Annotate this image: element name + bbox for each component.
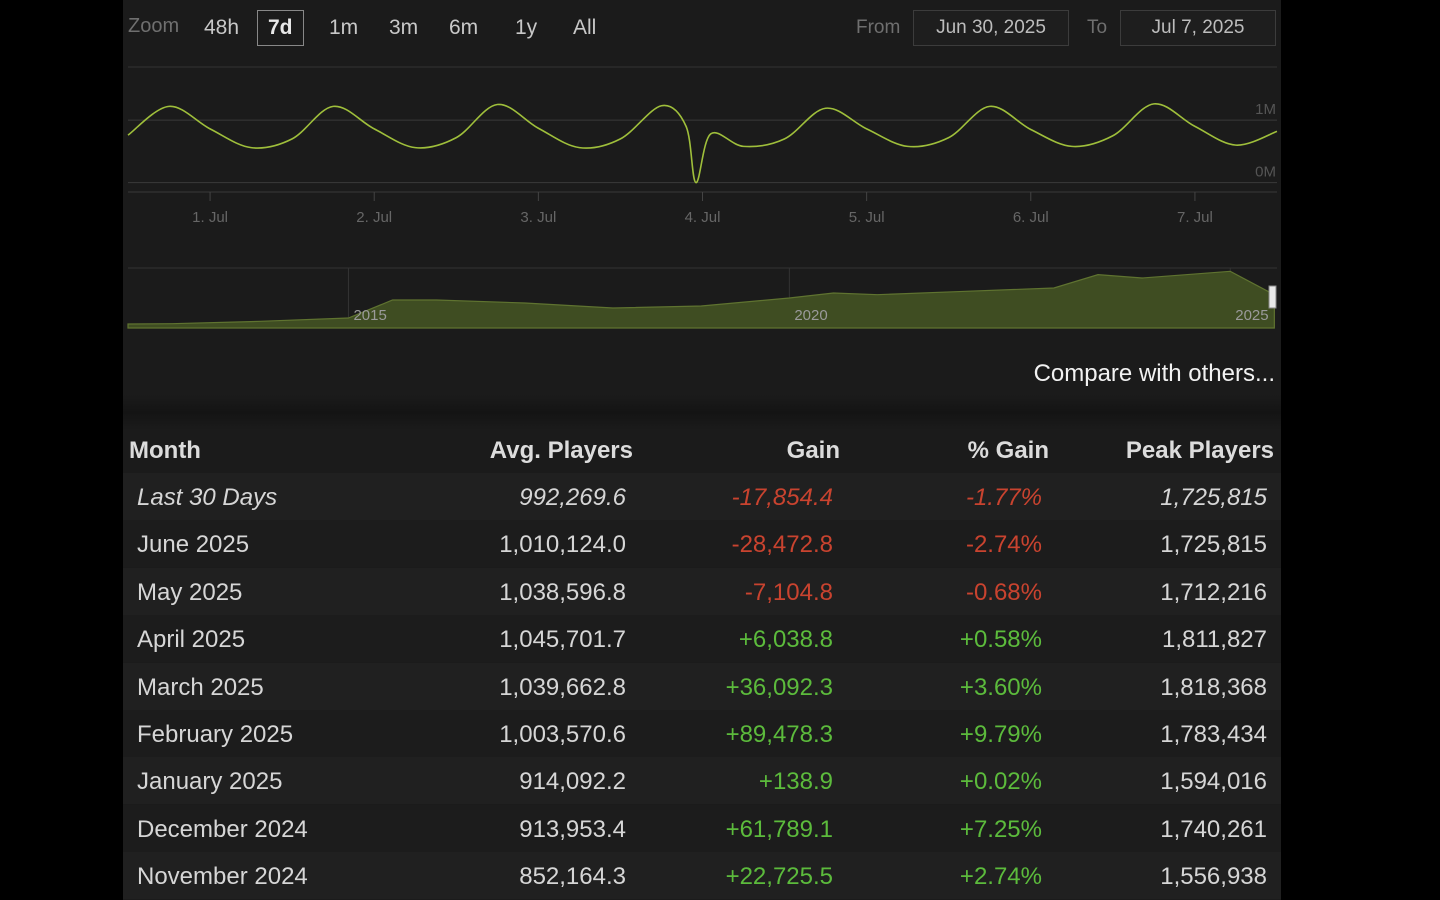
line-series [127,103,1278,184]
value-cell: 1,556,938 [1160,863,1267,891]
x-tick-label: 3. Jul [520,209,556,226]
charts: 0M 1M 1. Jul 2. Jul 3. Jul 4. Jul 5. Jul 6. Jul… [127,66,1278,329]
table-row [123,662,1281,710]
panel: 0M 1M 1. Jul 2. Jul 3. Jul 4. Jul 5. Jul 6. Jul… [123,0,1281,900]
divider [123,395,1281,430]
table-row [123,757,1281,805]
value-cell: 1,818,368 [1160,673,1267,701]
table-row [123,710,1281,757]
value-cell: 1,010,124.0 [499,531,626,559]
value-cell: 1,783,434 [1160,721,1267,748]
zoom-option[interactable]: 6m [449,16,479,39]
x-tick-label: 7. Jul [1177,209,1213,226]
month-cell: December 2024 [137,815,308,843]
zoom-option[interactable]: 48h [204,16,240,39]
value-cell: 914,092.2 [519,768,626,796]
table-row [123,473,1281,520]
value-cell: 852,164.3 [519,863,626,891]
table-row [123,804,1281,852]
zoom-label: Zoom [128,15,180,37]
value-cell: 913,953.4 [519,815,626,843]
value-cell: +6,038.8 [738,626,833,654]
value-cell: 1,712,216 [1160,578,1267,606]
value-cell: -0.68% [965,578,1042,606]
value-cell: 1,003,570.6 [499,721,626,748]
value-cell: +9.79% [959,721,1042,748]
value-cell: -17,854.4 [731,484,833,511]
y-tick-label: 1M [1255,101,1276,118]
x-tick-label: 5. Jul [849,209,885,226]
value-cell: +22,725.5 [725,863,833,891]
navigator-tick-label: 2025 [1235,307,1268,324]
value-cell: +36,092.3 [725,673,833,701]
column-header: Avg. Players [489,437,633,464]
value-cell: 1,740,261 [1160,815,1267,843]
month-cell: November 2024 [137,863,308,891]
to-date[interactable]: Jul 7, 2025 [1120,10,1276,46]
column-header: Peak Players [1125,437,1274,464]
value-cell: 992,269.6 [519,484,626,511]
navigator-tick-label: 2020 [794,307,827,324]
value-cell: 1,725,815 [1160,484,1267,511]
value-cell: -2.74% [965,531,1042,559]
value-cell: +2.74% [959,863,1042,891]
value-cell: 1,594,016 [1160,768,1267,796]
column-header: Gain [786,437,840,464]
value-cell: -1.77% [965,484,1042,511]
table-row [123,852,1281,900]
value-cell: +0.02% [959,768,1042,796]
value-cell: 1,725,815 [1160,531,1267,559]
navigator-tick-label: 2015 [353,307,386,324]
value-cell: +89,478.3 [725,721,833,748]
value-cell: 1,039,662.8 [499,673,626,701]
table-row [123,520,1281,568]
month-cell: May 2025 [137,578,243,606]
value-cell: +3.60% [959,673,1042,701]
value-cell: -7,104.8 [744,578,833,606]
from-label: From [856,17,901,38]
x-tick-label: 4. Jul [685,209,721,226]
from-date[interactable]: Jun 30, 2025 [913,10,1069,46]
month-cell: Last 30 Days [137,484,278,511]
value-cell: 1,038,596.8 [499,578,626,606]
zoom-option[interactable]: All [573,16,597,39]
value-cell: 1,045,701.7 [499,626,626,654]
y-tick-label: 0M [1255,164,1276,181]
x-tick-label: 2. Jul [356,209,392,226]
area-series [127,270,1275,329]
zoom-option[interactable]: 1y [515,16,538,39]
navigator-handle [1268,285,1277,309]
value-cell: +61,789.1 [725,815,833,843]
month-cell: February 2025 [137,721,294,748]
x-tick-label: 1. Jul [192,209,228,226]
zoom-option[interactable]: 7d [257,10,304,46]
value-cell: +7.25% [959,815,1042,843]
value-cell: 1,811,827 [1162,626,1267,654]
zoom-option[interactable]: 3m [389,16,419,39]
zoom-option[interactable]: 1m [329,16,359,39]
table-row [123,567,1281,615]
compare-link[interactable]: Compare with others... [1033,360,1275,387]
month-cell: April 2025 [137,626,246,654]
column-header: Month [129,437,201,464]
column-header: % Gain [967,437,1049,464]
value-cell: +138.9 [758,768,833,796]
to-label: To [1087,17,1108,38]
month-cell: January 2025 [137,768,283,796]
table-row [123,615,1281,663]
value-cell: -28,472.8 [731,531,833,559]
value-cell: +0.58% [959,626,1042,654]
x-tick-label: 6. Jul [1013,209,1049,226]
month-cell: June 2025 [137,531,250,559]
month-cell: March 2025 [137,673,264,701]
